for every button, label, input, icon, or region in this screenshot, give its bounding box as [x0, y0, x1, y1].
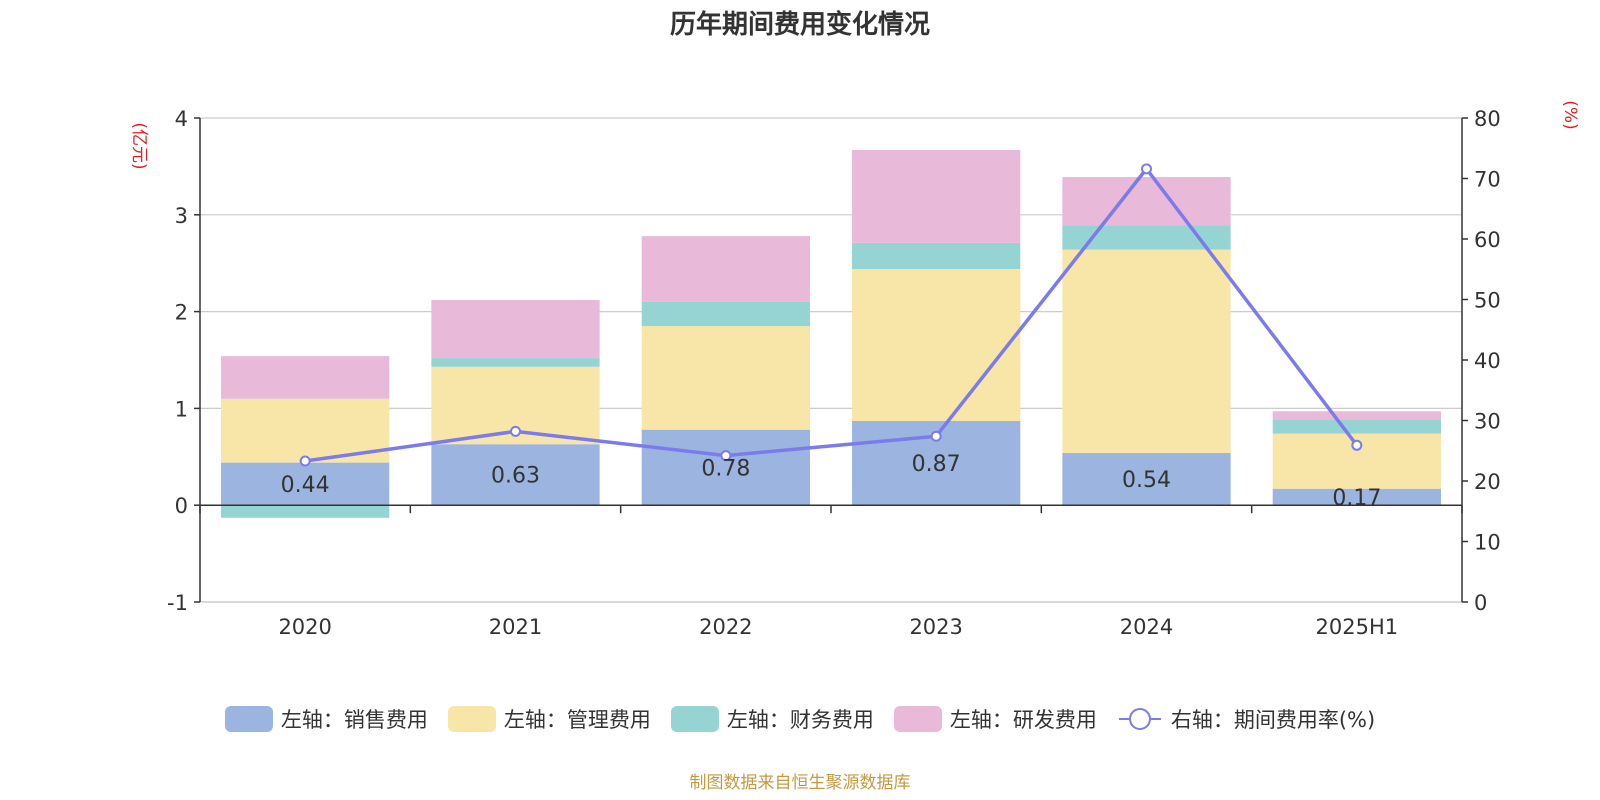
- left-axis-tick-label: 2: [175, 301, 188, 325]
- bar-segment: [1062, 177, 1231, 226]
- sales-value-label: 0.78: [701, 456, 750, 481]
- sales-value-label: 0.44: [281, 473, 330, 498]
- sales-value-label: 0.63: [491, 464, 540, 489]
- sales-value-label: 0.87: [912, 452, 961, 477]
- x-axis-tick-label: 2025H1: [1316, 615, 1399, 639]
- left-axis-tick-label: 3: [175, 204, 188, 228]
- x-axis-tick-label: 2022: [699, 615, 752, 639]
- source-note: 制图数据来自恒生聚源数据库: [689, 773, 911, 793]
- rate-point: [1141, 163, 1152, 175]
- bar-segment: [221, 505, 390, 518]
- rate-point: [1351, 439, 1363, 451]
- bar-segment: [641, 429, 810, 506]
- bar-segment: [221, 356, 390, 399]
- right-axis-tick-label: 30: [1474, 410, 1501, 434]
- x-axis-tick-label: 2020: [278, 615, 331, 639]
- bar-segment: [1272, 488, 1441, 506]
- left-axis-label: (亿元): [129, 122, 149, 169]
- right-axis-tick-label: 20: [1474, 470, 1501, 494]
- sales-value-label: 0.54: [1122, 468, 1171, 493]
- rate-line: [299, 163, 1363, 467]
- legend-swatch: [893, 706, 942, 732]
- rate-polyline: [304, 165, 1359, 463]
- right-axis-tick-label: 70: [1474, 168, 1501, 192]
- bar-segment: [852, 149, 1021, 243]
- legend-label: 左轴：财务费用: [726, 708, 874, 732]
- legend-item[interactable]: 左轴：财务费用: [670, 704, 874, 734]
- left-axis-tick-label: 0: [175, 494, 188, 518]
- right-axis-tick-label: 10: [1474, 531, 1501, 555]
- bar-segment: [431, 444, 600, 506]
- legend-item[interactable]: 左轴：销售费用: [224, 704, 428, 734]
- bar-segment: [1272, 411, 1441, 421]
- legend-item[interactable]: 左轴：研发费用: [893, 704, 1097, 734]
- bar-segment: [431, 358, 600, 367]
- rate-point: [299, 455, 311, 467]
- rate-point: [510, 425, 521, 437]
- right-axis-label: (%): [1560, 100, 1580, 129]
- x-axis-tick-label: 2021: [489, 615, 542, 639]
- bar-segment: [431, 299, 600, 359]
- bar-segment: [1272, 420, 1441, 434]
- rate-point: [930, 430, 942, 442]
- sales-value-label: 0.17: [1332, 486, 1381, 511]
- right-axis-tick-label: 60: [1474, 228, 1501, 252]
- legend-line-marker-icon: [1118, 708, 1161, 730]
- left-axis-tick-label: 1: [175, 397, 188, 421]
- gridlines: [200, 117, 1462, 603]
- right-axis-tick-label: 40: [1474, 349, 1501, 373]
- bar-segment: [1062, 249, 1231, 453]
- x-axis-tick-label: 2024: [1120, 615, 1173, 639]
- bar-segment: [641, 236, 810, 302]
- bar-segment: [1062, 452, 1231, 506]
- x-axis-tick-label: 2023: [909, 615, 962, 639]
- right-axis-tick-label: 0: [1474, 591, 1487, 615]
- right-axis-tick-label: 80: [1474, 107, 1501, 131]
- right-axis-tick-label: 50: [1474, 289, 1501, 313]
- bar-segment: [852, 242, 1021, 270]
- legend-label: 左轴：研发费用: [949, 708, 1097, 732]
- legend-label: 右轴：期间费用率(%): [1170, 708, 1376, 732]
- bar-segment: [852, 269, 1021, 421]
- legend: 左轴：销售费用 左轴：管理费用 左轴：财务费用 左轴：研发费用 右轴：期间费用率(%): [0, 704, 1600, 734]
- chart-title: 历年期间费用变化情况: [669, 10, 930, 40]
- legend-swatch: [447, 706, 496, 732]
- legend-item[interactable]: 右轴：期间费用率(%): [1117, 704, 1375, 734]
- bar-segment: [641, 326, 810, 430]
- bar-segment: [641, 301, 810, 327]
- rate-point: [720, 450, 732, 462]
- legend-label: 左轴：管理费用: [503, 708, 651, 732]
- legend-swatch: [670, 706, 719, 732]
- data-labels: 0.44 0.63 0.78 0.87 0.54 0.17: [281, 452, 1382, 511]
- legend-swatch: [224, 706, 273, 732]
- legend-item[interactable]: 左轴：管理费用: [447, 704, 651, 734]
- legend-label: 左轴：销售费用: [280, 708, 428, 732]
- left-axis-tick-label: -1: [167, 591, 188, 615]
- bar-segment: [221, 462, 390, 506]
- bars: [221, 149, 1441, 518]
- left-axis-tick-label: 4: [175, 107, 188, 131]
